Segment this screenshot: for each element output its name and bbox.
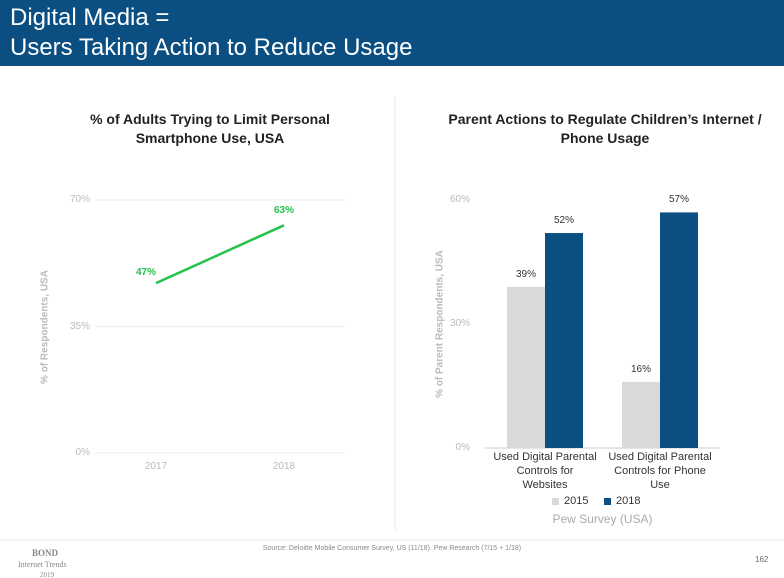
data-label: 16% [630, 363, 651, 375]
bar [545, 233, 583, 448]
y-tick-label: 0% [75, 447, 90, 458]
slide-title: Users Taking Action to Reduce Usage [10, 34, 413, 61]
y-tick-label: 70% [69, 194, 90, 205]
chart-title: % of Adults Trying to Limit Personal Sma… [90, 111, 330, 146]
x-tick-label: 2018 [272, 461, 296, 472]
legend-label: 2015 [564, 495, 589, 507]
data-label: 57% [668, 194, 689, 206]
x-tick-label: 2017 [144, 461, 168, 472]
page-number: 162 [755, 555, 769, 564]
bar [622, 381, 660, 448]
y-tick-label: 60% [449, 194, 470, 205]
data-label: 63% [273, 205, 294, 217]
data-label: 39% [515, 268, 536, 280]
logo: Internet Trends [18, 560, 67, 569]
y-tick-label: 35% [69, 320, 90, 332]
x-tick-label: Used Digital Parental Controls for Phone… [608, 451, 712, 491]
chart-note: Pew Survey (USA) [552, 512, 653, 526]
header-band [0, 0, 784, 66]
chart-title: Parent Actions to Regulate Children’s In… [448, 111, 762, 146]
bar [507, 286, 545, 448]
legend-label: 2018 [616, 495, 641, 507]
x-tick-label: Used Digital Parental Controls for Websi… [493, 451, 597, 491]
logo: 2019 [40, 571, 54, 578]
data-label: 52% [553, 215, 574, 227]
legend-swatch [552, 498, 559, 505]
y-tick-label: 30% [449, 318, 470, 329]
slide-title: Digital Media = [10, 4, 170, 31]
legend-swatch [604, 498, 611, 505]
bar [660, 212, 698, 448]
y-axis-title: % of Respondents, USA [39, 269, 51, 384]
source: Source: Deloitte Mobile Consumer Survey,… [262, 545, 522, 552]
logo: BOND [32, 548, 59, 558]
data-line [155, 224, 285, 285]
data-label: 47% [135, 267, 156, 279]
y-tick-label: 0% [455, 442, 470, 453]
